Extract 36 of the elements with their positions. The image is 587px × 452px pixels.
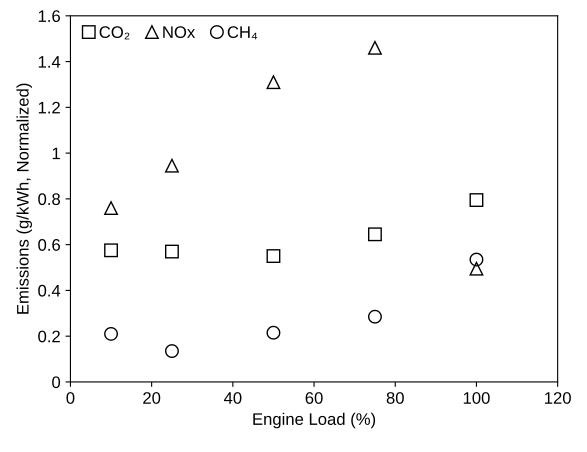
point [104, 201, 118, 215]
y-tick-label: 0.2 [38, 330, 60, 342]
point [368, 310, 382, 324]
y-tick-label: 1 [52, 148, 60, 160]
point [164, 244, 179, 258]
y-tick-label: 1.2 [38, 102, 60, 114]
point [470, 252, 484, 266]
point [266, 75, 280, 90]
point [104, 326, 118, 341]
legend-label: NOx [163, 26, 196, 38]
point [164, 158, 179, 173]
point [470, 193, 484, 207]
point [470, 262, 484, 276]
point [266, 326, 280, 340]
x-tick-label: 100 [464, 392, 490, 404]
y-tick-label: 0.4 [38, 284, 60, 297]
y-tick-label: 1.6 [38, 10, 60, 22]
point [266, 249, 280, 264]
y-axis-title: Emissions (g/kWh, Normalized) [16, 84, 32, 314]
point [104, 243, 118, 258]
y-tick-label: 0.6 [38, 239, 60, 251]
x-tick-label: 80 [386, 392, 404, 404]
point [368, 40, 382, 55]
legend-label: CO₂ [100, 26, 130, 40]
x-tick-label: 40 [224, 392, 242, 404]
point [368, 227, 382, 242]
x-tick-label: 20 [143, 392, 160, 404]
y-tick-label: 1.4 [38, 56, 60, 68]
x-tick-label: 0 [66, 392, 74, 404]
legend-label: CH₄ [228, 26, 258, 40]
y-tick-label: 0.8 [38, 193, 60, 206]
point [164, 344, 179, 358]
y-tick-label: 0 [52, 376, 60, 388]
x-tick-label: 120 [545, 392, 571, 404]
x-axis-title: Engine Load (%) [253, 412, 376, 428]
x-tick-label: 60 [306, 392, 323, 404]
